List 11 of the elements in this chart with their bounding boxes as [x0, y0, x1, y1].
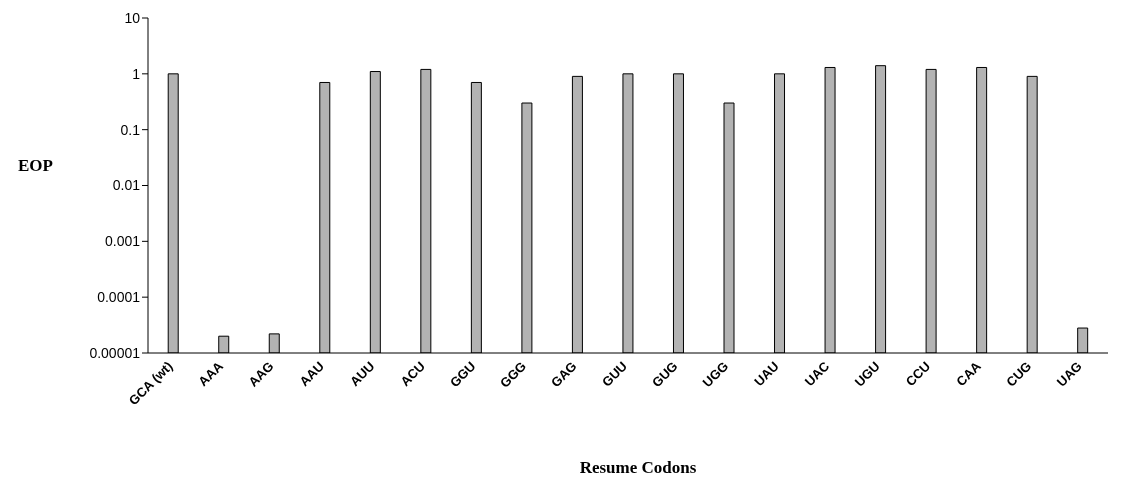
- y-tick-label: 0.01: [112, 177, 141, 194]
- y-tick-label: 0.1: [120, 121, 141, 138]
- x-tick-label: GCA (wt): [125, 358, 176, 409]
- x-axis-title: Resume Codons: [578, 458, 698, 478]
- y-tick-label: 0.00001: [89, 344, 141, 361]
- x-tick-label: CAA: [953, 358, 985, 390]
- y-tick-label: 0.001: [104, 233, 141, 250]
- y-tick-label: 10: [124, 9, 141, 26]
- y-tick-label: 0.0001: [97, 289, 141, 306]
- y-tick-label: 1: [132, 65, 141, 82]
- y-axis-title: EOP: [18, 156, 53, 176]
